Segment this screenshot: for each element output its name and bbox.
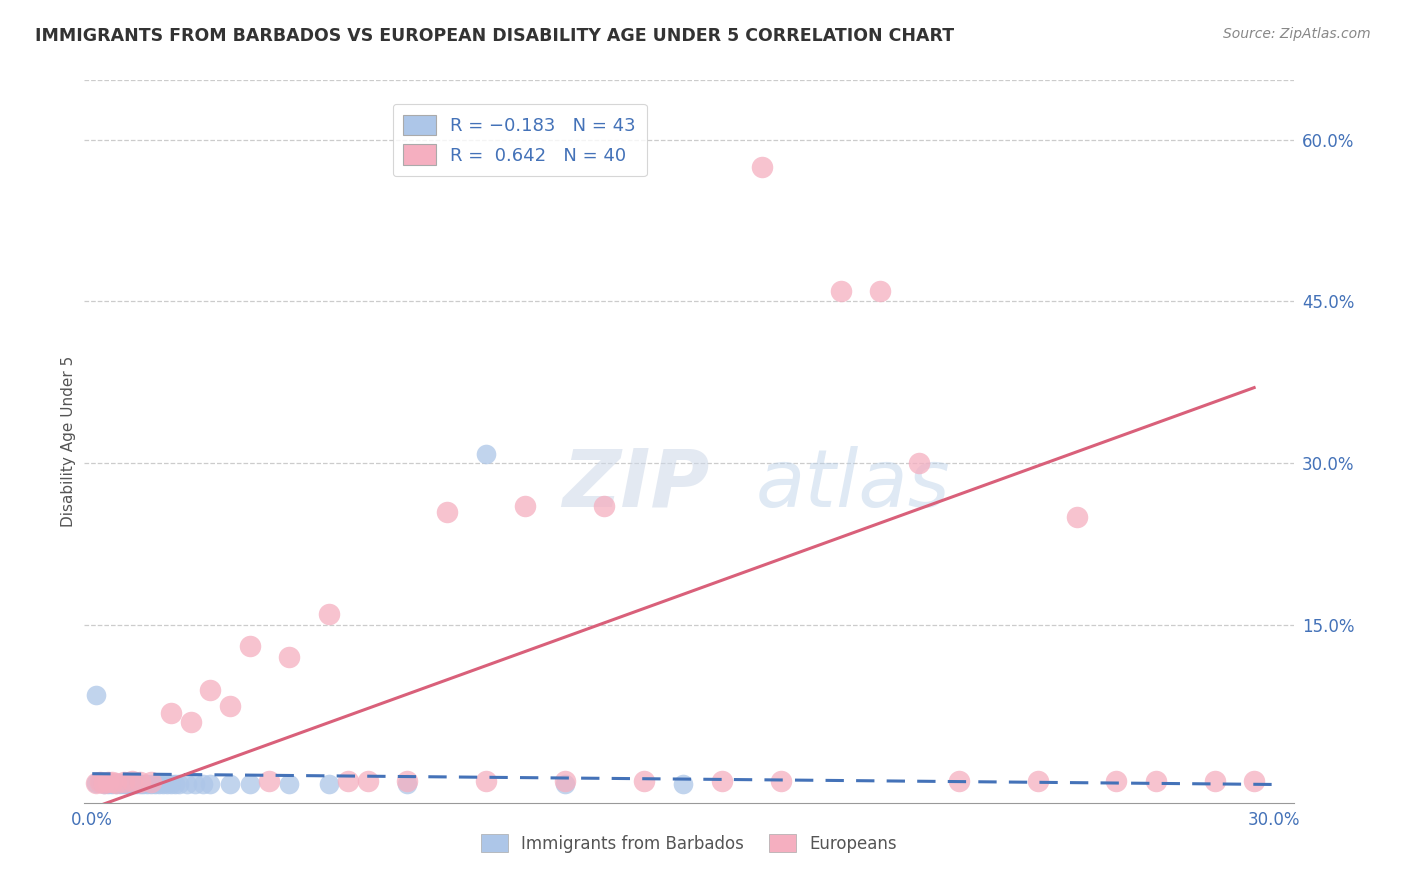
Point — [101, 777, 124, 791]
Point — [101, 776, 124, 790]
Point — [278, 650, 301, 665]
Point — [554, 774, 576, 789]
Point — [117, 777, 139, 791]
Point — [148, 777, 170, 791]
Point — [1026, 774, 1049, 789]
Point — [112, 776, 135, 790]
Point — [830, 284, 852, 298]
Text: atlas: atlas — [755, 446, 950, 524]
Point — [770, 774, 793, 789]
Point — [84, 776, 107, 790]
Point — [1144, 774, 1167, 789]
Point — [160, 706, 183, 721]
Point — [1105, 774, 1128, 789]
Point — [176, 777, 198, 791]
Y-axis label: Disability Age Under 5: Disability Age Under 5 — [60, 356, 76, 527]
Point — [124, 777, 146, 791]
Text: Source: ZipAtlas.com: Source: ZipAtlas.com — [1223, 27, 1371, 41]
Point — [93, 776, 115, 790]
Point — [143, 777, 166, 791]
Point — [112, 777, 135, 791]
Point — [1243, 774, 1265, 789]
Point — [869, 284, 891, 298]
Point — [337, 774, 360, 789]
Point — [108, 777, 131, 791]
Point — [84, 776, 107, 790]
Point — [104, 776, 127, 790]
Point — [156, 777, 179, 791]
Point — [132, 777, 155, 791]
Point — [475, 774, 498, 789]
Point — [672, 777, 695, 791]
Point — [89, 775, 111, 789]
Point — [1204, 774, 1226, 789]
Point — [711, 774, 734, 789]
Point — [1066, 510, 1088, 524]
Point — [219, 777, 242, 791]
Point — [318, 777, 340, 791]
Point — [141, 775, 163, 789]
Legend: Immigrants from Barbados, Europeans: Immigrants from Barbados, Europeans — [474, 828, 904, 860]
Point — [593, 500, 616, 514]
Point — [278, 777, 301, 791]
Point — [357, 774, 380, 789]
Point — [89, 775, 111, 789]
Point — [136, 777, 159, 791]
Point — [554, 777, 576, 791]
Point — [436, 505, 458, 519]
Point — [93, 776, 115, 790]
Point — [180, 714, 202, 729]
Point — [475, 448, 498, 462]
Point — [239, 640, 262, 654]
Point — [97, 777, 120, 791]
Point — [84, 688, 107, 702]
Point — [108, 776, 131, 790]
Point — [121, 776, 143, 790]
Point — [751, 160, 773, 174]
Point — [908, 456, 931, 470]
Point — [948, 774, 970, 789]
Point — [183, 777, 205, 791]
Point — [141, 777, 163, 791]
Point — [318, 607, 340, 621]
Point — [191, 777, 214, 791]
Point — [160, 777, 183, 791]
Point — [117, 777, 139, 791]
Point — [633, 774, 655, 789]
Point — [128, 775, 150, 789]
Point — [104, 777, 127, 791]
Text: ZIP: ZIP — [562, 446, 710, 524]
Point — [128, 777, 150, 791]
Point — [200, 777, 222, 791]
Point — [219, 698, 242, 713]
Point — [121, 777, 143, 791]
Point — [97, 775, 120, 789]
Point — [93, 777, 115, 791]
Point — [121, 774, 143, 789]
Point — [259, 774, 281, 789]
Point — [104, 776, 127, 790]
Point — [101, 775, 124, 789]
Point — [200, 682, 222, 697]
Point — [112, 775, 135, 789]
Point — [239, 777, 262, 791]
Point — [515, 500, 537, 514]
Point — [97, 776, 120, 790]
Point — [163, 777, 186, 791]
Point — [167, 777, 190, 791]
Text: IMMIGRANTS FROM BARBADOS VS EUROPEAN DISABILITY AGE UNDER 5 CORRELATION CHART: IMMIGRANTS FROM BARBADOS VS EUROPEAN DIS… — [35, 27, 955, 45]
Point — [396, 774, 419, 789]
Point — [396, 777, 419, 791]
Point — [152, 777, 174, 791]
